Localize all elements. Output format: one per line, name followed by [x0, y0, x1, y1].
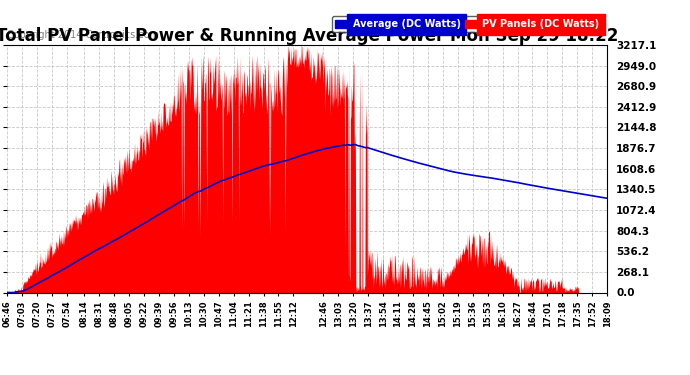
Text: Copyright 2014 Cartronics.com: Copyright 2014 Cartronics.com [7, 30, 159, 40]
Title: Total PV Panel Power & Running Average Power Mon Sep 29 18:22: Total PV Panel Power & Running Average P… [0, 27, 618, 45]
Legend: Average (DC Watts), PV Panels (DC Watts): Average (DC Watts), PV Panels (DC Watts) [333, 16, 602, 32]
